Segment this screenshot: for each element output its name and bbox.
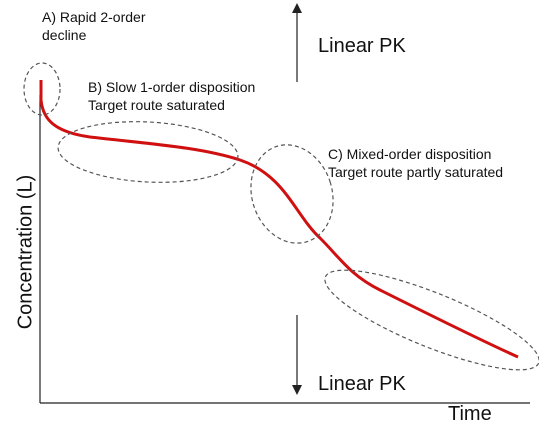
region-c xyxy=(250,144,334,244)
annotation-a-line1: A) Rapid 2-order xyxy=(42,9,146,25)
annotation-b-line1: B) Slow 1-order disposition xyxy=(88,79,255,95)
region-a xyxy=(23,62,61,116)
linear-pk-label: Linear PK xyxy=(318,373,406,395)
concentration-curve xyxy=(39,80,519,359)
annotation-b-line2: Target route saturated xyxy=(88,97,225,113)
annotation-a-line2: decline xyxy=(42,27,87,43)
annotation-c-line2: Target route partly saturated xyxy=(328,164,503,180)
linear-pk-label: Linear PK xyxy=(318,35,406,57)
annotation-c-line1: C) Mixed-order disposition xyxy=(328,146,491,162)
x-axis-label: Time xyxy=(448,403,492,425)
region-b xyxy=(57,121,239,183)
region-linear xyxy=(324,269,539,371)
y-axis-label: Concentration (L) xyxy=(14,175,36,330)
